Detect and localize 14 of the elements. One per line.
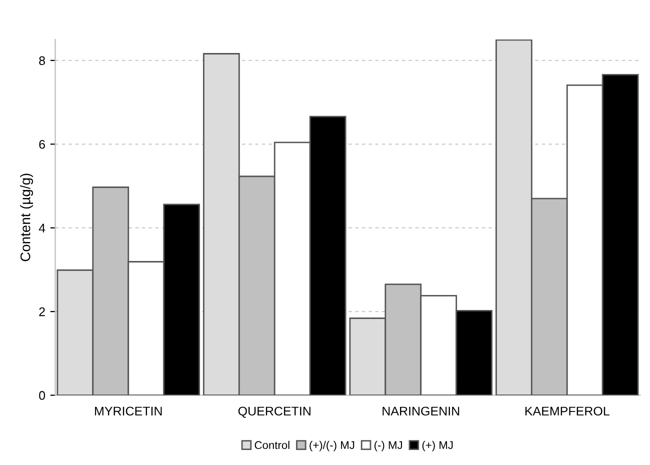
y-tick-label: 0 [39,391,46,400]
y-tick-label: 4 [38,224,46,232]
y-tick-label: 2 [39,307,45,316]
x-tick-label: NARINGENIN [382,406,460,416]
x-tick-label: QUERCETIN [238,406,310,418]
x-tick-label: MYRICETIN [95,406,162,416]
legend-label: (+)/(-) MJ [310,440,354,452]
x-tick-label: KAEMPFEROL [525,406,610,416]
y-tick-label: 6 [39,140,45,149]
legend-label: Control [254,440,290,450]
y-tick-label: 8 [39,56,45,66]
legend-label: (+) MJ [422,440,453,452]
y-axis-title: Content (µg/g) [20,174,34,262]
legend-label: (-) MJ [374,440,402,452]
